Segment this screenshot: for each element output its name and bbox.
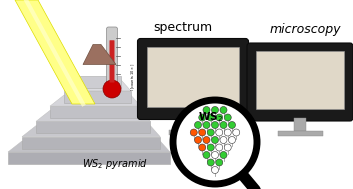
- Bar: [294, 118, 306, 131]
- Circle shape: [216, 114, 223, 121]
- Circle shape: [211, 106, 219, 114]
- Circle shape: [220, 152, 227, 159]
- FancyBboxPatch shape: [107, 27, 118, 86]
- FancyBboxPatch shape: [138, 39, 249, 119]
- Circle shape: [207, 144, 214, 151]
- Bar: [277, 131, 323, 136]
- Circle shape: [190, 129, 197, 136]
- Polygon shape: [50, 95, 140, 106]
- Circle shape: [203, 122, 210, 129]
- Polygon shape: [22, 137, 160, 149]
- Circle shape: [224, 114, 231, 121]
- Polygon shape: [64, 91, 131, 103]
- Circle shape: [220, 122, 227, 129]
- Polygon shape: [64, 80, 131, 91]
- Circle shape: [228, 122, 235, 129]
- Polygon shape: [50, 106, 140, 118]
- Polygon shape: [78, 75, 121, 88]
- Circle shape: [203, 106, 210, 114]
- Circle shape: [199, 114, 206, 121]
- Circle shape: [207, 114, 214, 121]
- Circle shape: [216, 159, 223, 166]
- Circle shape: [207, 129, 214, 136]
- Bar: [187, 116, 199, 130]
- Polygon shape: [36, 110, 150, 121]
- Text: spectrum: spectrum: [154, 20, 213, 33]
- Circle shape: [220, 136, 227, 143]
- Text: microscopy: microscopy: [269, 23, 341, 36]
- Bar: [147, 47, 239, 107]
- Circle shape: [216, 144, 223, 151]
- Circle shape: [224, 129, 231, 136]
- FancyBboxPatch shape: [109, 40, 114, 83]
- FancyBboxPatch shape: [247, 43, 353, 121]
- Circle shape: [203, 152, 210, 159]
- Text: WS$_2$: WS$_2$: [198, 110, 222, 124]
- Polygon shape: [36, 121, 150, 133]
- Circle shape: [211, 152, 219, 159]
- Circle shape: [233, 129, 240, 136]
- Text: WS$_2$ pyramid: WS$_2$ pyramid: [82, 157, 148, 171]
- Circle shape: [203, 136, 210, 143]
- Polygon shape: [15, 0, 95, 104]
- Circle shape: [216, 129, 223, 136]
- Circle shape: [103, 80, 121, 98]
- Circle shape: [228, 136, 235, 143]
- Polygon shape: [83, 44, 116, 64]
- Bar: [256, 51, 344, 109]
- Bar: [169, 130, 217, 135]
- Circle shape: [173, 100, 257, 184]
- Polygon shape: [8, 141, 170, 152]
- Circle shape: [195, 122, 202, 129]
- Circle shape: [207, 159, 214, 166]
- Circle shape: [211, 122, 219, 129]
- Polygon shape: [22, 126, 160, 137]
- Circle shape: [211, 167, 219, 174]
- Circle shape: [224, 144, 231, 151]
- Circle shape: [220, 106, 227, 114]
- Circle shape: [195, 136, 202, 143]
- Circle shape: [199, 144, 206, 151]
- Polygon shape: [8, 152, 170, 164]
- Circle shape: [199, 129, 206, 136]
- Circle shape: [211, 136, 219, 143]
